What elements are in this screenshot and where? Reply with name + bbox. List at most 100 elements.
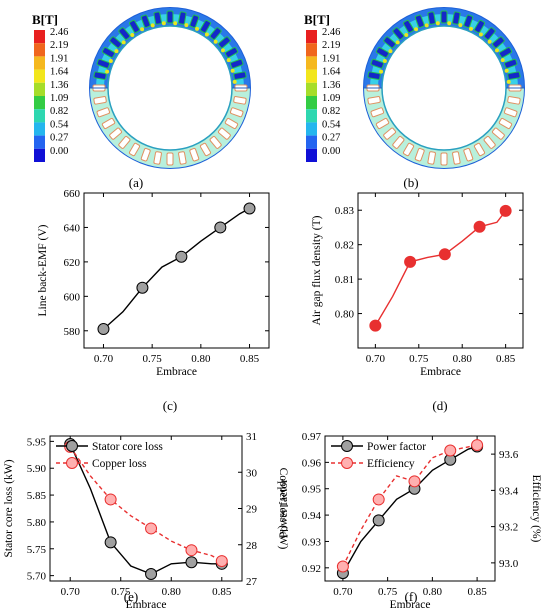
x-tick-label: 0.80 <box>453 353 473 365</box>
y-axis-label: Air gap flux density (T) <box>311 215 323 325</box>
data-point <box>104 536 117 549</box>
stator-slot <box>498 117 513 130</box>
y-tick-label: 580 <box>64 326 81 338</box>
stator-slot <box>93 71 107 80</box>
colorbar-swatch <box>34 56 45 70</box>
x-tick-label: 0.75 <box>378 586 398 598</box>
series-line-1 <box>342 444 478 567</box>
stator-slot <box>440 10 448 24</box>
stator-slot <box>233 96 247 105</box>
colorbar-tick-label: 2.19 <box>50 40 68 51</box>
lower-stator-band <box>364 88 524 168</box>
data-point <box>104 493 117 506</box>
series-line-0 <box>374 210 507 326</box>
legend-label: Copper loss <box>92 458 147 470</box>
x-axis-label: Embrace <box>420 366 461 378</box>
stator-slot <box>383 127 397 140</box>
legend-label: Efficiency <box>367 458 415 470</box>
stator-slot <box>199 19 212 34</box>
x-tick-label: 0.70 <box>333 586 353 598</box>
stator-slot <box>427 11 436 25</box>
stator-slot <box>217 127 231 140</box>
stator-slot <box>101 117 116 130</box>
tooth-tip-saturation <box>447 21 452 26</box>
colorbar-swatch <box>34 30 45 44</box>
colorbar-tick-label: 0.27 <box>50 133 68 144</box>
tooth-tip-saturation <box>395 40 400 45</box>
stator-slot <box>402 142 415 157</box>
chart-air-gap-flux: 0.70 0.75 0.80 0.85 0.80 0.81 0.82 0.83 Embrace A… <box>311 192 524 413</box>
data-point <box>185 556 198 569</box>
data-point <box>404 255 417 268</box>
x-tick-label: 0.75 <box>409 353 429 365</box>
tooth-tip-saturation <box>150 23 155 28</box>
data-point <box>444 444 457 457</box>
x-tick-label: 0.70 <box>94 353 114 365</box>
stator-slot <box>367 96 381 105</box>
stator-slot <box>375 46 390 59</box>
tooth-tip-saturation <box>130 33 135 38</box>
y2-tick-label: 27 <box>246 576 258 588</box>
stator-slot <box>153 151 162 165</box>
legend-marker <box>66 457 78 469</box>
stator-slot <box>199 142 212 157</box>
y2-tick-label: 31 <box>246 431 257 443</box>
y-tick-label: 5.80 <box>27 517 47 529</box>
stator-slot <box>140 147 151 162</box>
caption-a: (a) <box>129 175 143 190</box>
colorbar-swatch <box>306 69 317 83</box>
chart-caption: (e) <box>124 589 138 604</box>
chart-caption: (d) <box>432 398 447 413</box>
field-plot-panel-b: B[T]2.46 2.19 1.91 1.64 1.36 1.09 0.82 0.54 0.27… <box>304 7 525 190</box>
caption-b: (b) <box>403 175 418 190</box>
stator-slot <box>392 27 405 41</box>
tooth-tip-saturation <box>195 26 200 31</box>
x-tick-label: 0.80 <box>162 586 182 598</box>
colorbar-swatch <box>34 148 45 162</box>
x-tick-label: 0.70 <box>61 586 81 598</box>
stator-slot <box>452 151 461 165</box>
chart-caption: (f) <box>405 589 418 604</box>
y-tick-label: 5.75 <box>27 544 47 556</box>
motor-flux-map-b <box>363 7 525 169</box>
tooth-tip-saturation <box>105 69 110 74</box>
x-axis-label: Embrace <box>126 599 167 611</box>
stator-slot <box>463 147 474 162</box>
colorbar-tick-label: 1.64 <box>322 67 341 78</box>
y2-axis-label: Efficiency (%) <box>530 475 542 543</box>
x-tick-label: 0.85 <box>467 586 487 598</box>
stator-slot <box>367 71 381 80</box>
data-point <box>499 204 512 217</box>
tooth-tip-saturation <box>388 49 393 54</box>
colorbar-tick-label: 0.82 <box>50 106 68 117</box>
y2-tick-label: 93.4 <box>499 485 519 497</box>
stator-slot <box>96 107 111 118</box>
colorbar-swatch <box>34 43 45 57</box>
tooth-tip-saturation <box>140 27 145 32</box>
stator-slot <box>498 46 513 59</box>
legend-label: Power factor <box>367 441 426 453</box>
stator-slot <box>153 11 162 25</box>
colorbar-tick-label: 0.00 <box>50 146 68 157</box>
x-tick-label: 0.85 <box>496 353 516 365</box>
rotor-bore <box>381 25 507 151</box>
stator-slot <box>140 14 151 29</box>
colorbar-tick-label: 2.46 <box>50 27 68 38</box>
stator-slot <box>375 117 390 130</box>
series-line-1 <box>69 446 223 562</box>
stator-slot <box>217 36 231 49</box>
tooth-tip-saturation <box>226 58 231 63</box>
tooth-tip-saturation <box>114 49 119 54</box>
tooth-tip-saturation <box>414 27 419 32</box>
colorbar-swatch <box>306 96 317 110</box>
tooth-tip-saturation <box>504 68 509 73</box>
data-point <box>145 522 158 535</box>
stator-slot <box>491 36 505 49</box>
x-axis-label: Embrace <box>156 366 197 378</box>
tooth-tip-saturation <box>220 48 225 53</box>
data-point <box>215 555 228 568</box>
stator-slot <box>414 147 425 162</box>
x-tick-label: 0.70 <box>366 353 386 365</box>
colorbar-swatch <box>34 82 45 96</box>
stator-slot <box>229 107 244 118</box>
